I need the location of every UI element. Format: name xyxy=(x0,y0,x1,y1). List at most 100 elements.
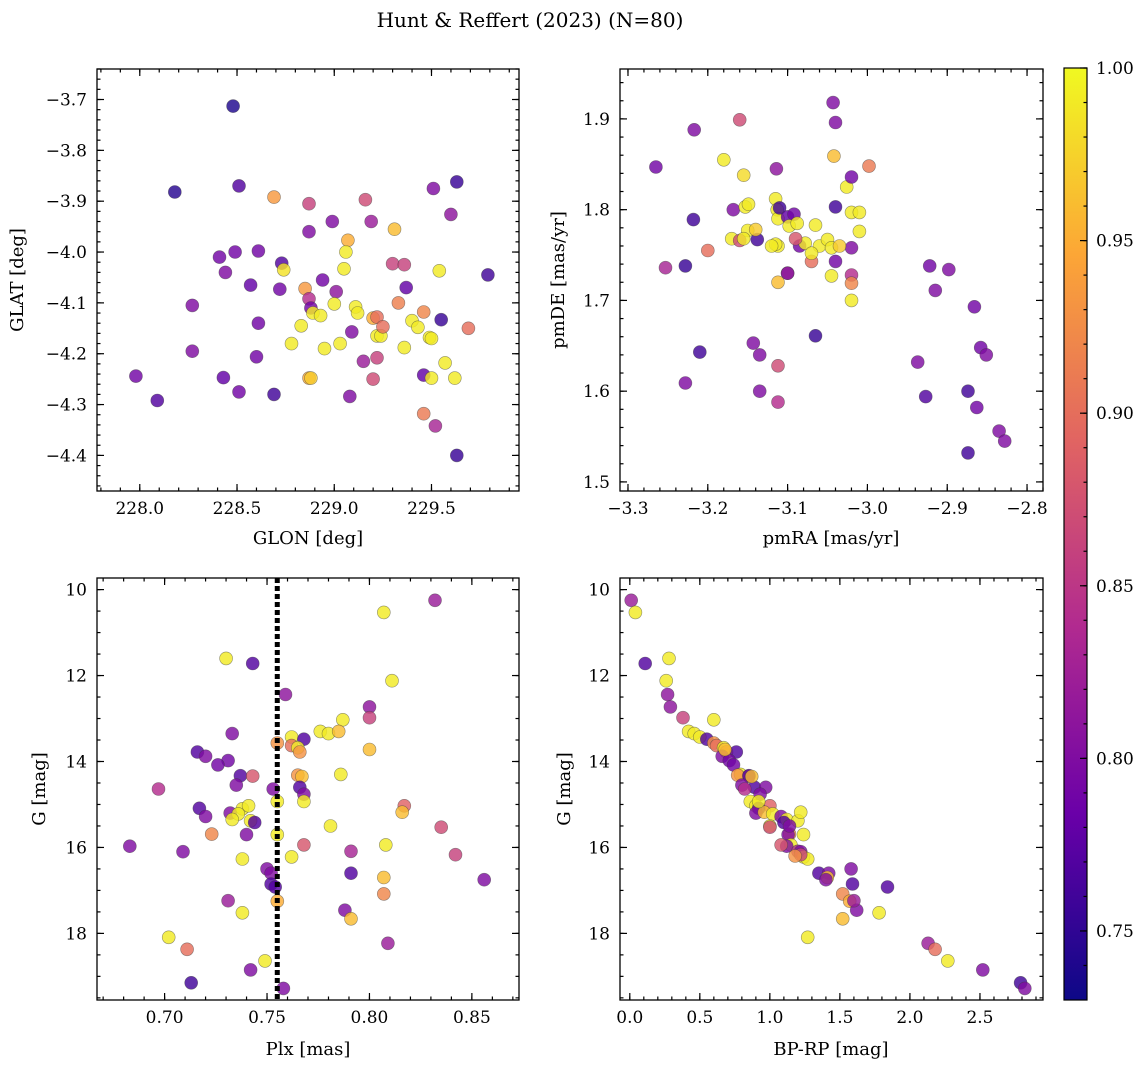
point-glon-glat-12 xyxy=(364,214,379,229)
point-bprp-g-79 xyxy=(788,849,802,863)
point-pmra-pmde-62 xyxy=(928,283,943,298)
point-glon-glat-71 xyxy=(424,371,439,385)
point-glon-glat-3 xyxy=(267,190,281,204)
ytick-label-pmra-pmde-2: 1.7 xyxy=(583,291,610,311)
point-glon-glat-35 xyxy=(385,256,400,271)
ylabel-glat: GLAT [deg] xyxy=(7,228,28,332)
xlabel-bprp: BP-RP [mag] xyxy=(773,1039,888,1060)
point-pmra-pmde-9 xyxy=(844,170,859,184)
point-glon-glat-63 xyxy=(216,370,231,385)
point-bprp-g-77 xyxy=(744,769,759,784)
point-pmra-pmde-56 xyxy=(771,358,785,373)
point-plx-g-22 xyxy=(211,758,225,772)
colorbar-tick-label-2: 0.85 xyxy=(1096,577,1134,597)
point-pmra-pmde-59 xyxy=(692,345,707,359)
point-glon-glat-5 xyxy=(358,192,373,207)
point-plx-g-35 xyxy=(225,812,239,827)
xtick-label-pmra-pmde-5: −2.8 xyxy=(1006,499,1047,519)
point-pmra-pmde-65 xyxy=(918,389,933,404)
ytick-label-glon-glat-3: −4.0 xyxy=(46,243,87,263)
point-bprp-g-74 xyxy=(774,838,788,852)
point-plx-g-73 xyxy=(180,942,194,957)
ytick-label-glon-glat-7: −4.4 xyxy=(46,446,87,466)
xtick-label-plx-g-1: 0.75 xyxy=(248,1008,286,1028)
point-bprp-g-64 xyxy=(800,930,815,945)
point-glon-glat-49 xyxy=(294,318,309,333)
point-plx-g-65 xyxy=(221,893,235,908)
axes-frame-bprp-g xyxy=(619,577,1044,1001)
point-glon-glat-20 xyxy=(243,278,258,292)
point-pmra-pmde-43 xyxy=(844,293,859,308)
point-pmra-pmde-63 xyxy=(941,262,956,277)
point-plx-g-27 xyxy=(333,767,348,782)
ytick-label-bprp-g-1: 12 xyxy=(588,667,610,687)
point-plx-g-57 xyxy=(344,844,358,859)
point-pmra-pmde-42 xyxy=(844,276,859,291)
point-pmra-pmde-76 xyxy=(764,239,779,253)
axes-frame-glon-glat xyxy=(96,68,520,492)
point-pmra-pmde-50 xyxy=(771,275,785,290)
point-plx-g-48 xyxy=(395,805,410,820)
xtick-label-bprp-g-4: 2.0 xyxy=(896,1008,923,1028)
point-bprp-g-78 xyxy=(782,819,797,833)
ytick-label-bprp-g-0: 10 xyxy=(588,581,610,601)
point-glon-glat-4 xyxy=(302,196,316,211)
point-pmra-pmde-74 xyxy=(736,231,751,246)
point-bprp-g-71 xyxy=(847,893,861,908)
point-pmra-pmde-7 xyxy=(827,149,841,163)
point-plx-g-54 xyxy=(176,844,190,859)
point-pmra-pmde-73 xyxy=(997,434,1012,448)
point-glon-glat-58 xyxy=(366,372,380,386)
xtick-label-glon-glat-0: 228.0 xyxy=(115,499,164,519)
point-plx-g-3 xyxy=(245,656,260,671)
point-plx-g-55 xyxy=(151,782,166,796)
point-plx-g-53 xyxy=(235,852,250,866)
point-glon-glat-59 xyxy=(251,316,266,331)
xtick-label-plx-g-2: 0.80 xyxy=(351,1008,389,1028)
point-glon-glat-73 xyxy=(447,371,462,385)
point-plx-g-50 xyxy=(378,838,393,852)
point-glon-glat-17 xyxy=(276,262,291,277)
point-bprp-g-72 xyxy=(763,820,777,835)
point-glon-glat-1 xyxy=(168,185,182,199)
point-glon-glat-72 xyxy=(438,356,452,370)
point-pmra-pmde-29 xyxy=(790,216,805,231)
point-bprp-g-5 xyxy=(660,687,675,702)
ticks-glon-glat: 228.0 228.5 229.0 229.5 −3.7 −3.8 −3.9 −4.0 −4.1… xyxy=(46,68,519,519)
point-plx-g-37 xyxy=(247,815,262,830)
ticks-pmra-pmde: −3.3 −3.2 −3.1 −3.0 −2.9 −2.8 1.5 1.6 1.7 1.8 1.9 xyxy=(583,69,1048,519)
panel-plx-g: 0.70 0.75 0.80 0.85 10 12 14 16 18 Plx [mas] G [… xyxy=(29,577,520,1060)
point-pmra-pmde-70 xyxy=(979,348,994,362)
xtick-label-glon-glat-2: 229.0 xyxy=(310,499,359,519)
point-glon-glat-60 xyxy=(249,349,264,364)
point-glon-glat-68 xyxy=(267,387,281,402)
panel-bprp-g: 0.0 0.5 1.0 1.5 2.0 2.5 10 12 14 16 18 BP-RP [mag]… xyxy=(554,577,1044,1060)
xtick-label-bprp-g-2: 1.0 xyxy=(756,1008,783,1028)
point-plx-g-20 xyxy=(198,749,213,764)
point-plx-g-5 xyxy=(385,673,399,688)
ytick-label-plx-g-2: 14 xyxy=(65,752,87,772)
ytick-label-glon-glat-4: −4.1 xyxy=(46,294,87,314)
point-bprp-g-56 xyxy=(819,872,833,887)
point-plx-g-44 xyxy=(241,798,256,813)
point-glon-glat-8 xyxy=(251,244,266,258)
point-pmra-pmde-32 xyxy=(808,218,823,232)
point-bprp-g-70 xyxy=(1018,981,1032,996)
point-glon-glat-23 xyxy=(337,261,351,276)
point-pmra-pmde-19 xyxy=(686,212,701,227)
point-glon-glat-13 xyxy=(387,222,402,236)
point-pmra-pmde-3 xyxy=(826,95,840,110)
point-pmra-pmde-20 xyxy=(678,259,693,273)
point-pmra-pmde-55 xyxy=(752,384,767,399)
ytick-label-plx-g-3: 16 xyxy=(65,838,87,858)
point-bprp-g-58 xyxy=(880,880,895,894)
point-pmra-pmde-25 xyxy=(772,201,787,215)
ylabel-pmde: pmDE [mas/yr] xyxy=(548,211,569,349)
point-glon-glat-14 xyxy=(426,181,441,196)
point-plx-g-4 xyxy=(278,687,293,702)
ytick-label-bprp-g-2: 14 xyxy=(588,752,610,772)
ytick-label-glon-glat-2: −3.9 xyxy=(46,192,87,212)
point-plx-g-56 xyxy=(123,839,137,854)
point-glon-glat-10 xyxy=(302,224,316,239)
point-glon-glat-78 xyxy=(333,336,347,351)
